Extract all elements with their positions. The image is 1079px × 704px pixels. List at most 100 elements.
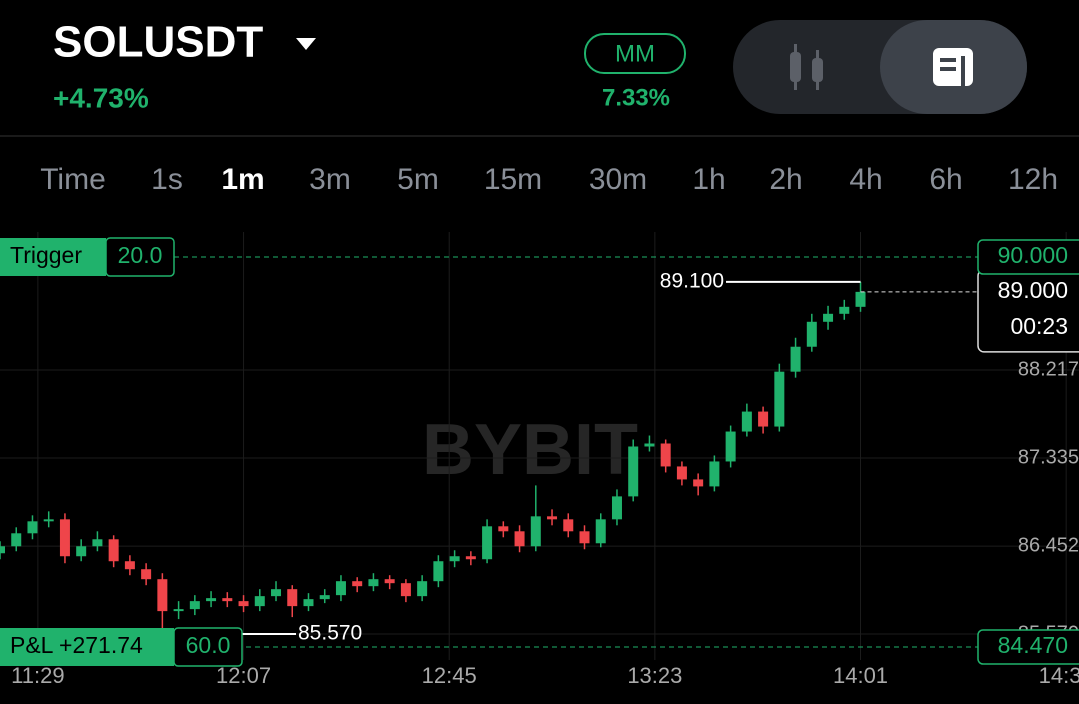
- timeframe[interactable]: 1h: [692, 163, 725, 196]
- pnl-price: 84.470: [998, 632, 1068, 658]
- pnl-label[interactable]: P&L +271.74: [10, 632, 143, 658]
- timeframe[interactable]: 1m: [221, 163, 264, 196]
- candle-body: [465, 556, 476, 560]
- x-tick-label: 12:07: [216, 663, 271, 688]
- x-tick-label: 14:39: [1039, 663, 1079, 688]
- candle-body: [741, 411, 752, 432]
- watermark: BYBIT: [422, 410, 638, 490]
- candle-body: [498, 526, 509, 532]
- last-price: 89.000: [998, 277, 1068, 303]
- candle-body: [352, 581, 363, 587]
- candle-body: [774, 371, 785, 427]
- candle-body: [189, 601, 200, 610]
- candle-body: [514, 531, 525, 547]
- y-tick-label: 86.452: [1018, 534, 1079, 556]
- candle-body: [124, 561, 135, 570]
- timeframe[interactable]: 1s: [151, 163, 183, 196]
- candle-body: [76, 546, 87, 557]
- timeframe[interactable]: 4h: [849, 163, 882, 196]
- mm-value: 7.33%: [602, 84, 670, 111]
- x-tick-label: 14:01: [833, 663, 888, 688]
- trigger-label[interactable]: Trigger: [10, 242, 82, 268]
- trigger-tag[interactable]: [0, 238, 106, 276]
- dropdown-arrow[interactable]: [296, 38, 316, 50]
- candle-body: [384, 579, 395, 584]
- candle-body: [222, 598, 233, 602]
- candle-body: [725, 431, 736, 462]
- candle-body: [823, 313, 834, 322]
- candle-body: [449, 556, 460, 562]
- timeframe[interactable]: 15m: [484, 163, 542, 196]
- candle-body: [709, 461, 720, 487]
- pnl-tag[interactable]: [0, 628, 174, 666]
- candle-body: [806, 321, 817, 347]
- candle-body: [839, 306, 850, 314]
- symbol[interactable]: SOLUSDT: [53, 18, 263, 67]
- candle-body: [27, 521, 38, 534]
- x-tick-label: 11:29: [11, 663, 64, 688]
- timeframe[interactable]: Time: [40, 163, 106, 196]
- candle-body: [676, 466, 687, 480]
- candle-body: [368, 579, 379, 587]
- price-change: +4.73%: [53, 82, 149, 113]
- candle-body: [108, 539, 119, 562]
- candle-body: [92, 539, 103, 547]
- chart: BYBIT 11:29 12:07 12:45 13:23 14:01 14:39 88.21…: [0, 232, 1079, 688]
- candle-body: [579, 531, 590, 544]
- pnl-price-box: [977, 629, 1079, 665]
- y-tick-label: 88.217: [1018, 358, 1079, 380]
- candle-body: [611, 496, 622, 520]
- candle-body: [335, 581, 346, 596]
- timeframe[interactable]: 12h: [1008, 163, 1058, 196]
- timeframe[interactable]: 2h: [769, 163, 802, 196]
- candle-body: [563, 519, 574, 532]
- candle-body: [287, 589, 298, 607]
- candle-body: [693, 479, 704, 487]
- candle-body: [173, 609, 184, 612]
- timeframe-bar: Time 1s 1m 3m 5m 15m 30m 1h 2h 4h 6h 12h: [40, 163, 1058, 196]
- candle-body: [206, 598, 217, 602]
- candle-body: [238, 601, 249, 607]
- trigger-amount[interactable]: 20.0: [118, 242, 163, 268]
- candle-body: [59, 519, 70, 557]
- candle-body: [660, 443, 671, 467]
- candle-body: [758, 411, 769, 427]
- candle-body: [417, 581, 428, 597]
- mm-label[interactable]: MM: [615, 40, 655, 67]
- candle-body: [254, 596, 265, 607]
- candle-body: [433, 561, 444, 582]
- x-tick-label: 13:23: [627, 663, 682, 688]
- pnl-amount-box[interactable]: [173, 627, 243, 667]
- timeframe[interactable]: 30m: [589, 163, 647, 196]
- candle-body: [271, 589, 282, 597]
- candle-icon[interactable]: [790, 44, 823, 90]
- timeframe[interactable]: 6h: [929, 163, 962, 196]
- candle-body: [855, 291, 866, 307]
- candle-body: [644, 443, 655, 447]
- pnl-amount[interactable]: 60.0: [186, 632, 231, 658]
- countdown: 00:23: [1010, 313, 1068, 339]
- candle-body: [303, 599, 314, 607]
- high-marker-label: 89.100: [660, 269, 724, 292]
- x-tick-label: 12:45: [422, 663, 477, 688]
- candle-body: [43, 519, 54, 522]
- candle-body: [400, 583, 411, 597]
- timeframe[interactable]: 3m: [309, 163, 351, 196]
- trigger-price: 90.000: [998, 242, 1068, 268]
- trigger-price-box: [977, 239, 1079, 275]
- candle-body: [0, 546, 5, 554]
- candle-body: [547, 516, 558, 520]
- trigger-amount-box[interactable]: [105, 237, 175, 277]
- timeframe[interactable]: 5m: [397, 163, 439, 196]
- candle-body: [790, 346, 801, 372]
- candle-body: [11, 533, 22, 547]
- candle-body: [595, 519, 606, 544]
- candle-body: [157, 579, 168, 612]
- mm-pill[interactable]: [584, 33, 686, 74]
- y-tick-label: 87.335: [1018, 446, 1079, 468]
- low-marker-label: 85.570: [298, 622, 362, 645]
- list-icon[interactable]: [933, 48, 973, 86]
- candle-body: [141, 569, 152, 580]
